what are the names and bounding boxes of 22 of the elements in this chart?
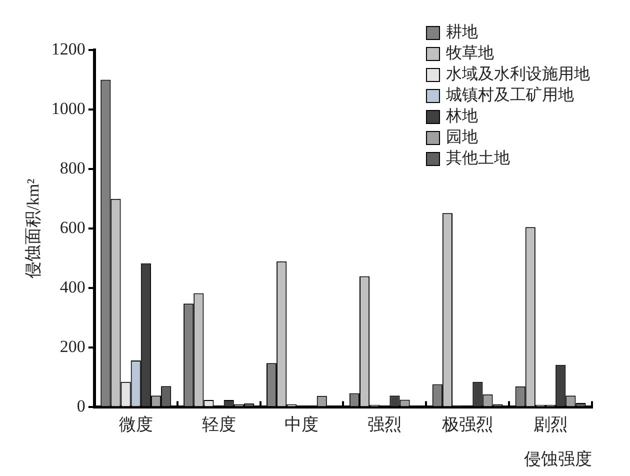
x-tick-label: 强烈 bbox=[368, 414, 402, 434]
y-tick-label: 1000 bbox=[51, 99, 86, 118]
y-axis-title: 侵蚀面积/km² bbox=[24, 178, 43, 278]
x-tick-label: 剧烈 bbox=[534, 414, 568, 434]
y-tick-label: 600 bbox=[60, 218, 86, 238]
y-tick-label: 0 bbox=[76, 396, 86, 416]
y-tick-label: 1200 bbox=[51, 39, 86, 58]
x-tick-label: 中度 bbox=[284, 414, 319, 434]
y-tick-label: 800 bbox=[60, 158, 86, 178]
legend-label: 其他土地 bbox=[446, 148, 510, 169]
x-tick-label: 轻度 bbox=[202, 414, 236, 434]
x-tick-label: 极强烈 bbox=[441, 414, 494, 434]
legend-label: 城镇村及工矿用地 bbox=[446, 86, 574, 106]
y-tick-label: 400 bbox=[60, 278, 86, 297]
x-axis-title: 侵蚀强度 bbox=[524, 449, 592, 468]
x-tick-label: 微度 bbox=[118, 414, 153, 434]
legend-label: 牧草地 bbox=[446, 44, 494, 64]
y-tick-label: 200 bbox=[60, 337, 86, 356]
legend-label: 水域及水利设施用地 bbox=[446, 64, 590, 85]
legend-label: 林地 bbox=[446, 106, 478, 127]
legend-label: 耕地 bbox=[446, 22, 478, 43]
legend-label: 园地 bbox=[446, 128, 478, 148]
